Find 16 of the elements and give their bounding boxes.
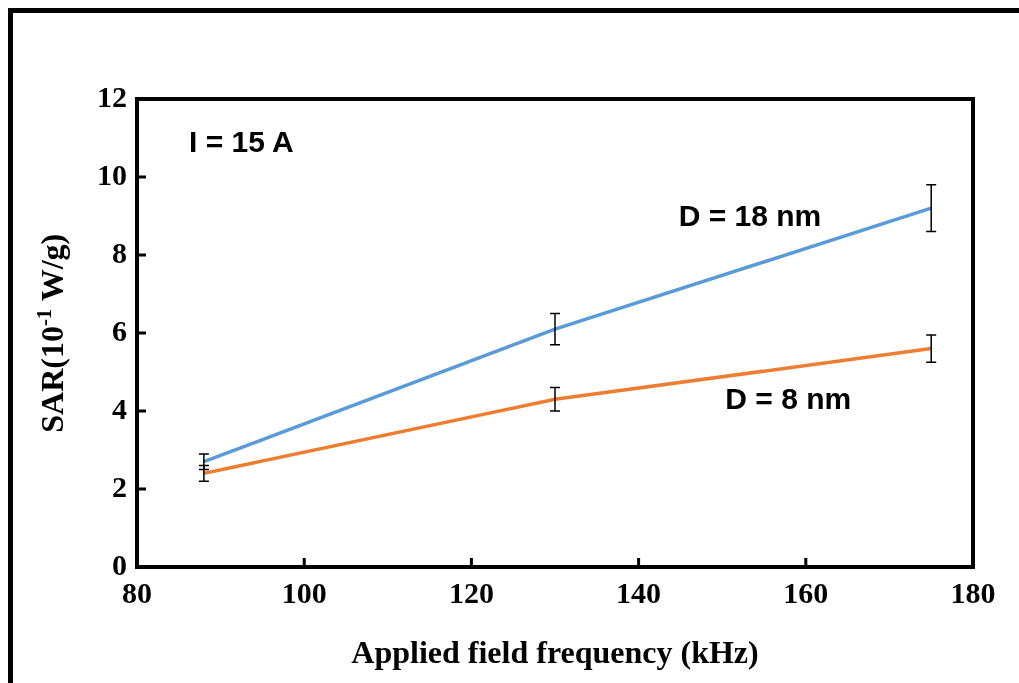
series-label: D = 8 nm bbox=[725, 381, 852, 415]
y-tick-label: 12 bbox=[97, 79, 127, 113]
y-axis-title: SAR(10-1 W/g) bbox=[31, 233, 71, 433]
x-axis-title: Applied field frequency (kHz) bbox=[351, 634, 759, 671]
x-tick-label: 140 bbox=[616, 575, 662, 609]
x-tick-label: 120 bbox=[448, 575, 494, 609]
x-tick-label: 100 bbox=[281, 575, 327, 609]
y-tick-label: 6 bbox=[112, 313, 127, 347]
y-tick-label: 8 bbox=[112, 235, 127, 269]
y-tick-label: 10 bbox=[97, 157, 127, 191]
y-tick-label: 2 bbox=[112, 469, 127, 503]
annotation: I = 15 A bbox=[189, 125, 294, 159]
y-tick-label: 4 bbox=[112, 391, 127, 425]
x-tick-label: 160 bbox=[783, 575, 829, 609]
x-tick-label: 180 bbox=[950, 575, 996, 609]
series-label: D = 18 nm bbox=[678, 199, 822, 233]
